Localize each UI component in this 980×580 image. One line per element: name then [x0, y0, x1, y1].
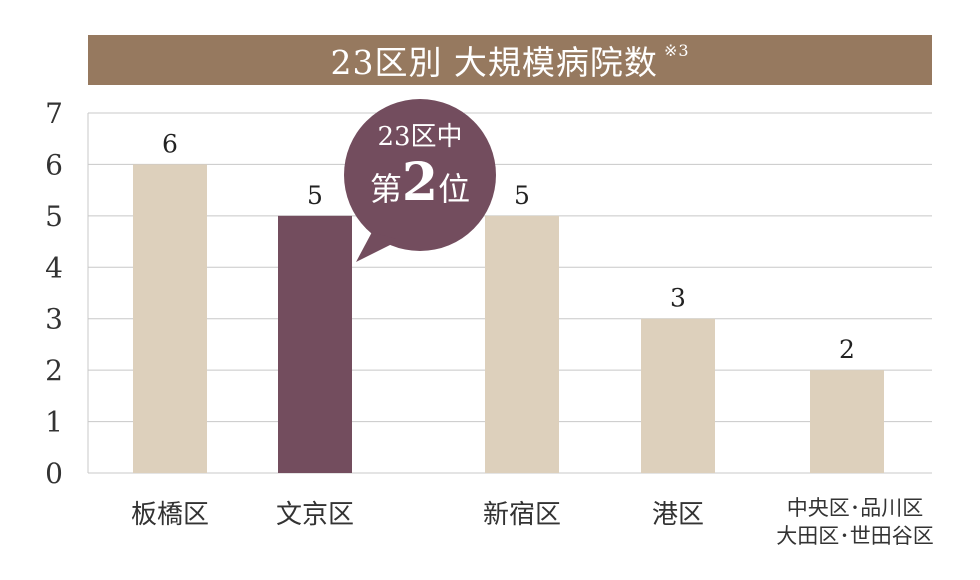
callout-number: 2 — [402, 152, 438, 213]
x-tick-label: 新宿区 — [483, 500, 561, 530]
callout-pointer — [356, 232, 400, 262]
y-tick-label: 4 — [45, 251, 63, 284]
y-tick-label: 7 — [45, 97, 63, 130]
x-tick-label: 港区 — [652, 500, 704, 530]
x-tick-label: 大田区･世田谷区 — [776, 524, 934, 548]
bars — [133, 164, 884, 473]
data-labels: 6 5 5 3 2 — [162, 129, 855, 364]
callout-suffix: 位 — [438, 170, 470, 208]
x-tick-label: 中央区･品川区 — [787, 496, 924, 520]
chart-title: 23区別 大規模病院数 — [330, 43, 658, 82]
bar — [641, 318, 715, 473]
data-label: 6 — [162, 129, 178, 158]
data-label: 5 — [307, 181, 323, 210]
callout-bubble — [344, 99, 496, 251]
y-tick-label: 1 — [45, 406, 63, 439]
data-label: 5 — [514, 181, 530, 210]
x-tick-label: 板橋区 — [131, 500, 209, 530]
data-label: 2 — [839, 335, 855, 364]
rank-callout: 23区中 第2位 — [344, 99, 496, 262]
bar — [278, 215, 352, 473]
y-tick-label: 3 — [45, 303, 63, 336]
y-axis: 0 1 2 3 4 5 6 7 — [45, 97, 89, 490]
chart-title-note: ※3 — [663, 40, 690, 60]
x-tick-label: 文京区 — [276, 500, 354, 530]
chart-title-bar: 23区別 大規模病院数 ※3 — [88, 35, 932, 85]
y-tick-label: 5 — [45, 200, 63, 233]
data-label: 3 — [670, 284, 686, 313]
y-tick-label: 0 — [45, 457, 63, 490]
y-tick-label: 6 — [45, 148, 63, 181]
bar — [485, 215, 559, 473]
callout-prefix: 第 — [370, 170, 402, 208]
bar — [133, 164, 207, 473]
callout-line1: 23区中 — [377, 122, 462, 152]
y-tick-label: 2 — [45, 354, 63, 387]
callout-line2: 第2位 — [370, 152, 470, 213]
bar — [810, 370, 884, 473]
